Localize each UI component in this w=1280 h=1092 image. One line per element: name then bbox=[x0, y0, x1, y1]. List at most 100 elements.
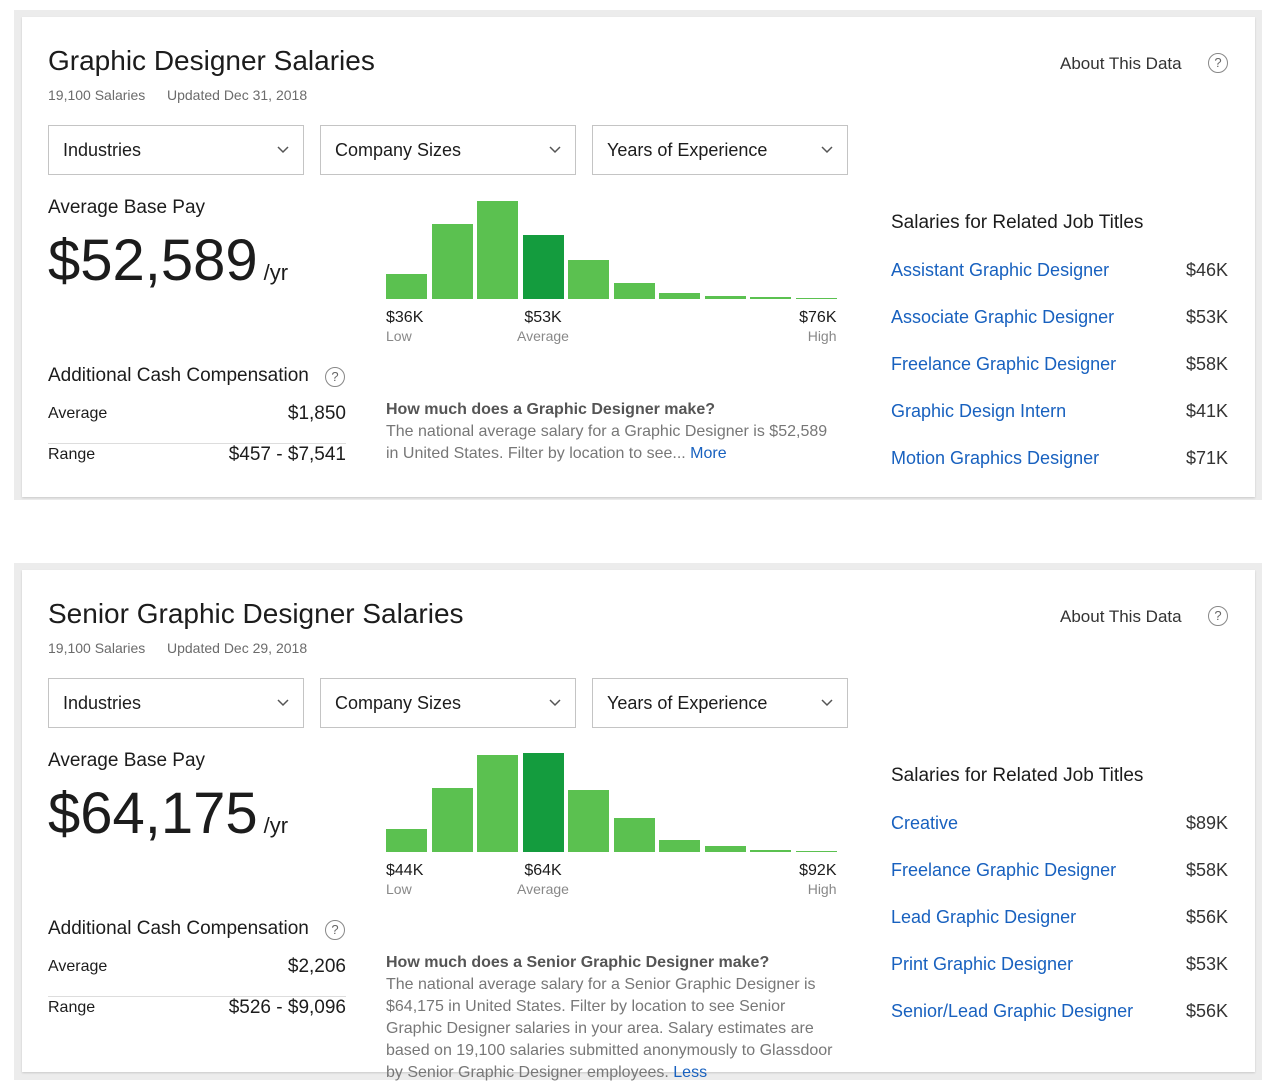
related-heading: Salaries for Related Job Titles bbox=[891, 212, 1144, 233]
updated-date: Updated Dec 31, 2018 bbox=[167, 87, 308, 103]
histogram-bar bbox=[659, 293, 700, 299]
filter-dropdown[interactable]: Industries bbox=[48, 125, 304, 175]
pay-label: Average Base Pay bbox=[48, 750, 206, 771]
related-job-link[interactable]: Associate Graphic Designer bbox=[891, 307, 1115, 327]
chevron bbox=[549, 699, 561, 707]
additional-heading: Additional Cash Compensation bbox=[48, 365, 309, 386]
related-job-pay: $71K bbox=[1185, 448, 1228, 468]
comp-label: Average bbox=[48, 958, 108, 975]
chevron bbox=[277, 146, 289, 154]
histogram-marker: $44K Low bbox=[386, 862, 423, 898]
related-job-pay: $41K bbox=[1185, 401, 1228, 421]
marker-amount: $64K bbox=[524, 862, 562, 879]
additional-heading: Additional Cash Compensation bbox=[48, 918, 309, 939]
histogram-bar bbox=[613, 818, 655, 852]
description-toggle[interactable]: Less bbox=[673, 1064, 708, 1081]
histogram-marker: $53K Average bbox=[517, 309, 570, 345]
related-job-pay: $56K bbox=[1185, 907, 1228, 927]
histogram-bar bbox=[522, 235, 564, 299]
chevron bbox=[821, 146, 833, 154]
related-job-link[interactable]: Creative bbox=[891, 813, 959, 833]
related-job-pay: $58K bbox=[1185, 354, 1228, 374]
salary-card: Senior Graphic Designer Salaries 19,100 S… bbox=[22, 570, 1255, 1081]
related-job-link[interactable]: Print Graphic Designer bbox=[891, 954, 1074, 974]
marker-label: Average bbox=[517, 881, 569, 897]
related-job-pay: $46K bbox=[1185, 260, 1228, 280]
description-toggle[interactable]: More bbox=[690, 445, 727, 462]
marker-amount: $36K bbox=[386, 309, 424, 326]
histogram-marker: $76K High bbox=[757, 309, 837, 345]
related-job-link[interactable]: Freelance Graphic Designer bbox=[891, 354, 1117, 374]
about-link[interactable]: About This Data bbox=[1060, 54, 1182, 73]
card-title: Senior Graphic Designer Salaries bbox=[48, 598, 464, 629]
help-icon[interactable]: ? bbox=[1208, 606, 1228, 626]
description-question: How much does a Graphic Designer make? bbox=[386, 401, 715, 418]
description: How much does a Graphic Designer make? Th… bbox=[386, 399, 836, 465]
histogram-bar bbox=[568, 260, 609, 299]
marker-label: Average bbox=[517, 328, 569, 344]
marker-label: High bbox=[807, 328, 837, 344]
salary-card: Graphic Designer Salaries 19,100 Salaries… bbox=[22, 17, 1255, 497]
updated-date: Updated Dec 29, 2018 bbox=[167, 640, 308, 656]
histogram-marker: $36K Low bbox=[386, 309, 423, 345]
average-pay: $52,589/yr bbox=[48, 227, 288, 294]
histogram-bar bbox=[386, 829, 427, 852]
related-job-link[interactable]: Assistant Graphic Designer bbox=[891, 260, 1110, 280]
related-job-pay: $56K bbox=[1185, 1001, 1228, 1021]
histogram-bar bbox=[431, 788, 473, 852]
related-job-link[interactable]: Senior/Lead Graphic Designer bbox=[891, 1001, 1134, 1021]
pay-label: Average Base Pay bbox=[48, 197, 206, 218]
related-job-link[interactable]: Freelance Graphic Designer bbox=[891, 860, 1117, 880]
histogram-bar bbox=[568, 790, 609, 852]
about-link[interactable]: About This Data bbox=[1060, 607, 1182, 626]
related-job-link[interactable]: Motion Graphics Designer bbox=[891, 448, 1100, 468]
chevron bbox=[549, 146, 561, 154]
marker-amount: $53K bbox=[524, 309, 562, 326]
pay-amount: $64,175 bbox=[48, 781, 258, 846]
card-frame: Graphic Designer Salaries 19,100 Salaries… bbox=[14, 10, 1262, 500]
salary-count: 19,100 Salaries bbox=[48, 87, 146, 103]
filter-dropdown[interactable]: Industries bbox=[48, 678, 304, 728]
histogram-bar bbox=[750, 850, 791, 852]
marker-amount: $44K bbox=[386, 862, 424, 879]
comp-value: $1,850 bbox=[287, 403, 346, 424]
related-job-link[interactable]: Graphic Design Intern bbox=[891, 401, 1067, 421]
comp-value: $457 - $7,541 bbox=[228, 444, 346, 465]
chevron bbox=[277, 699, 289, 707]
description-text: The national average salary for a Graphi… bbox=[386, 423, 828, 462]
filter-dropdown[interactable]: Company Sizes bbox=[320, 125, 576, 175]
marker-amount: $92K bbox=[799, 862, 837, 879]
comp-value: $2,206 bbox=[287, 956, 346, 977]
filter-dropdown[interactable]: Company Sizes bbox=[320, 678, 576, 728]
comp-label: Average bbox=[48, 405, 108, 422]
related-job-pay: $89K bbox=[1185, 813, 1228, 833]
marker-label: Low bbox=[386, 881, 412, 897]
average-pay: $64,175/yr bbox=[48, 780, 288, 847]
comp-row: Average $1,850 bbox=[48, 403, 346, 444]
histogram-bar bbox=[795, 298, 837, 299]
histogram-bar bbox=[659, 840, 700, 852]
marker-amount: $76K bbox=[799, 309, 837, 326]
histogram-bar bbox=[431, 224, 473, 299]
histogram-marker: $64K Average bbox=[517, 862, 570, 898]
pay-amount: $52,589 bbox=[48, 228, 258, 293]
histogram-bar bbox=[704, 846, 746, 852]
histogram-bar bbox=[704, 296, 746, 299]
related-job-link[interactable]: Lead Graphic Designer bbox=[891, 907, 1077, 927]
histogram-bar bbox=[750, 297, 791, 299]
comp-label: Range bbox=[48, 999, 96, 1016]
related-job-pay: $53K bbox=[1185, 954, 1228, 974]
filter-dropdown[interactable]: Years of Experience bbox=[592, 678, 848, 728]
histogram-bar bbox=[477, 201, 518, 299]
marker-label: Low bbox=[386, 328, 412, 344]
help-icon[interactable]: ? bbox=[1208, 53, 1228, 73]
related-heading: Salaries for Related Job Titles bbox=[891, 765, 1144, 786]
filter-dropdown[interactable]: Years of Experience bbox=[592, 125, 848, 175]
comp-row: Range $526 - $9,096 bbox=[48, 997, 346, 1038]
comp-value: $526 - $9,096 bbox=[228, 997, 346, 1018]
help-icon[interactable]: ? bbox=[325, 367, 345, 387]
comp-row: Range $457 - $7,541 bbox=[48, 444, 346, 485]
histogram-bar bbox=[386, 274, 427, 299]
help-icon[interactable]: ? bbox=[325, 920, 345, 940]
